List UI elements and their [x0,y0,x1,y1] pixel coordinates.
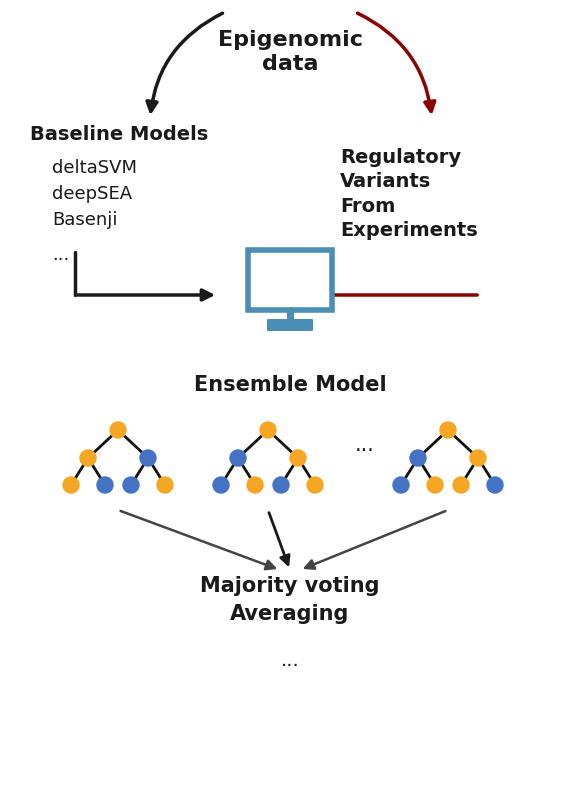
Circle shape [97,477,113,493]
Bar [248,250,332,310]
Circle shape [260,422,276,438]
Circle shape [290,450,306,466]
Text: Baseline Models: Baseline Models [30,126,208,145]
Circle shape [273,477,289,493]
Circle shape [140,450,156,466]
Circle shape [453,477,469,493]
Circle shape [427,477,443,493]
Circle shape [230,450,246,466]
Circle shape [110,422,126,438]
Text: Basenji: Basenji [52,211,118,229]
Text: deltaSVM: deltaSVM [52,159,137,177]
Circle shape [393,477,409,493]
Text: Epigenomic
data: Epigenomic data [218,30,362,74]
Circle shape [123,477,139,493]
Circle shape [307,477,323,493]
Circle shape [410,450,426,466]
Circle shape [80,450,96,466]
Circle shape [63,477,79,493]
Circle shape [213,477,229,493]
Text: ...: ... [281,650,299,670]
Text: deepSEA: deepSEA [52,185,132,203]
FancyArrowPatch shape [147,14,223,111]
Text: Regulatory
Variants
From
Experiments: Regulatory Variants From Experiments [340,148,478,240]
Circle shape [157,477,173,493]
Text: Ensemble Model: Ensemble Model [194,375,386,395]
FancyArrowPatch shape [357,13,435,111]
Text: Majority voting
Averaging: Majority voting Averaging [200,576,380,624]
FancyBboxPatch shape [267,319,313,331]
Circle shape [440,422,456,438]
Circle shape [247,477,263,493]
Circle shape [470,450,486,466]
Circle shape [487,477,503,493]
Text: ...: ... [355,435,375,455]
Text: ...: ... [52,246,69,264]
